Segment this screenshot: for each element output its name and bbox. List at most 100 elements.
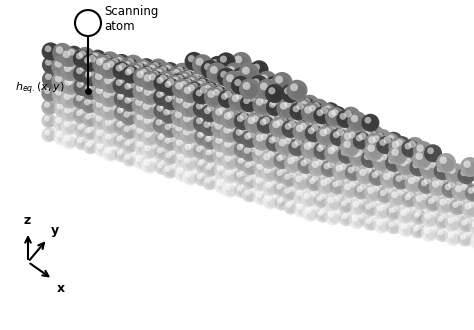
Circle shape [273, 136, 286, 149]
Circle shape [377, 198, 383, 204]
Circle shape [69, 64, 81, 76]
Circle shape [182, 168, 199, 185]
Circle shape [294, 183, 304, 193]
Circle shape [156, 106, 175, 125]
Circle shape [270, 156, 275, 161]
Circle shape [311, 171, 321, 181]
Circle shape [465, 224, 472, 230]
Circle shape [319, 141, 327, 148]
Circle shape [424, 213, 431, 220]
Circle shape [268, 109, 288, 129]
Circle shape [328, 189, 334, 195]
Circle shape [113, 117, 125, 128]
Circle shape [289, 147, 295, 154]
Circle shape [243, 97, 250, 104]
Circle shape [268, 144, 274, 150]
Circle shape [440, 177, 447, 184]
Circle shape [234, 139, 250, 155]
Circle shape [179, 155, 194, 170]
Circle shape [414, 169, 425, 180]
Circle shape [439, 199, 446, 206]
Circle shape [201, 142, 212, 153]
Circle shape [349, 181, 356, 187]
Circle shape [261, 142, 280, 161]
Circle shape [257, 154, 269, 166]
Circle shape [277, 193, 294, 210]
Circle shape [293, 154, 310, 171]
Circle shape [300, 165, 306, 171]
Circle shape [309, 120, 321, 132]
Circle shape [158, 134, 164, 140]
Circle shape [172, 154, 178, 160]
Circle shape [366, 147, 378, 159]
Circle shape [210, 154, 221, 166]
Circle shape [348, 147, 368, 167]
Circle shape [298, 189, 309, 200]
Circle shape [240, 94, 258, 112]
Circle shape [143, 123, 150, 130]
Circle shape [277, 125, 283, 132]
Circle shape [262, 169, 279, 186]
Circle shape [148, 87, 155, 94]
Circle shape [333, 180, 350, 197]
Circle shape [301, 158, 318, 175]
Circle shape [292, 113, 313, 133]
Circle shape [364, 180, 370, 186]
Circle shape [229, 97, 240, 109]
Circle shape [472, 221, 474, 227]
Circle shape [418, 206, 433, 221]
Circle shape [275, 76, 283, 83]
Circle shape [146, 104, 163, 121]
Circle shape [187, 145, 201, 160]
Circle shape [286, 174, 303, 191]
Circle shape [149, 131, 159, 141]
Circle shape [252, 93, 258, 100]
Circle shape [365, 117, 371, 124]
Circle shape [140, 106, 159, 125]
Circle shape [137, 78, 150, 91]
Circle shape [313, 160, 325, 172]
Circle shape [189, 156, 194, 161]
Circle shape [304, 121, 312, 128]
Circle shape [157, 134, 174, 151]
Circle shape [218, 90, 236, 108]
Circle shape [270, 165, 287, 182]
Circle shape [226, 169, 237, 180]
Circle shape [425, 221, 436, 232]
Circle shape [273, 151, 286, 163]
Circle shape [226, 104, 238, 116]
Circle shape [220, 85, 240, 105]
Circle shape [273, 168, 279, 174]
Circle shape [305, 186, 316, 197]
Circle shape [149, 158, 155, 164]
Circle shape [260, 83, 280, 103]
Circle shape [345, 156, 362, 174]
Circle shape [265, 76, 284, 95]
Circle shape [281, 151, 287, 158]
Circle shape [108, 98, 127, 117]
Circle shape [293, 191, 303, 201]
Circle shape [190, 107, 202, 118]
Circle shape [236, 107, 255, 127]
Circle shape [262, 126, 274, 138]
Circle shape [123, 55, 143, 75]
Circle shape [109, 126, 127, 143]
Circle shape [230, 161, 239, 171]
Circle shape [197, 111, 208, 122]
Circle shape [314, 104, 327, 117]
Circle shape [337, 145, 354, 162]
Circle shape [325, 176, 331, 181]
Circle shape [302, 187, 311, 197]
Circle shape [292, 176, 298, 182]
Circle shape [354, 180, 365, 192]
Circle shape [390, 150, 402, 162]
Circle shape [185, 80, 199, 93]
Circle shape [329, 174, 336, 180]
Circle shape [404, 188, 422, 206]
Circle shape [216, 149, 222, 156]
Circle shape [353, 179, 365, 190]
Circle shape [177, 90, 190, 103]
Circle shape [322, 150, 334, 162]
Circle shape [377, 196, 383, 202]
Circle shape [370, 160, 386, 177]
